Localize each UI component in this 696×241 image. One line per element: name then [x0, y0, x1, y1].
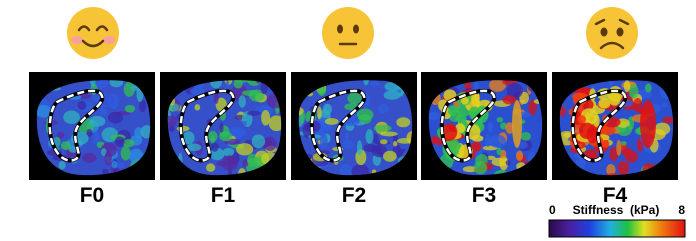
panel-label: F3	[472, 184, 497, 207]
colorbar-min: 0	[549, 203, 556, 217]
panel-label: F2	[342, 184, 367, 207]
elastography-panel	[552, 72, 680, 181]
colorbar	[549, 220, 685, 237]
elastography-panel	[289, 71, 419, 180]
emoji-sad	[586, 7, 638, 59]
panel-label: F1	[211, 184, 236, 207]
emoji-happy	[67, 7, 119, 59]
page: 0 Stiffness (kPa) 8 F0F1F2F3F4 (() => { …	[0, 0, 696, 241]
elastography-panel	[26, 72, 158, 184]
panel-label: F0	[80, 184, 105, 207]
elastography-panel	[158, 70, 287, 182]
elastography-panel	[421, 72, 548, 182]
panel-label: F4	[603, 184, 628, 207]
figure: 0 Stiffness (kPa) 8 F0F1F2F3F4	[0, 0, 696, 241]
emoji-neutral	[322, 7, 374, 59]
colorbar-max: 8	[678, 203, 685, 217]
